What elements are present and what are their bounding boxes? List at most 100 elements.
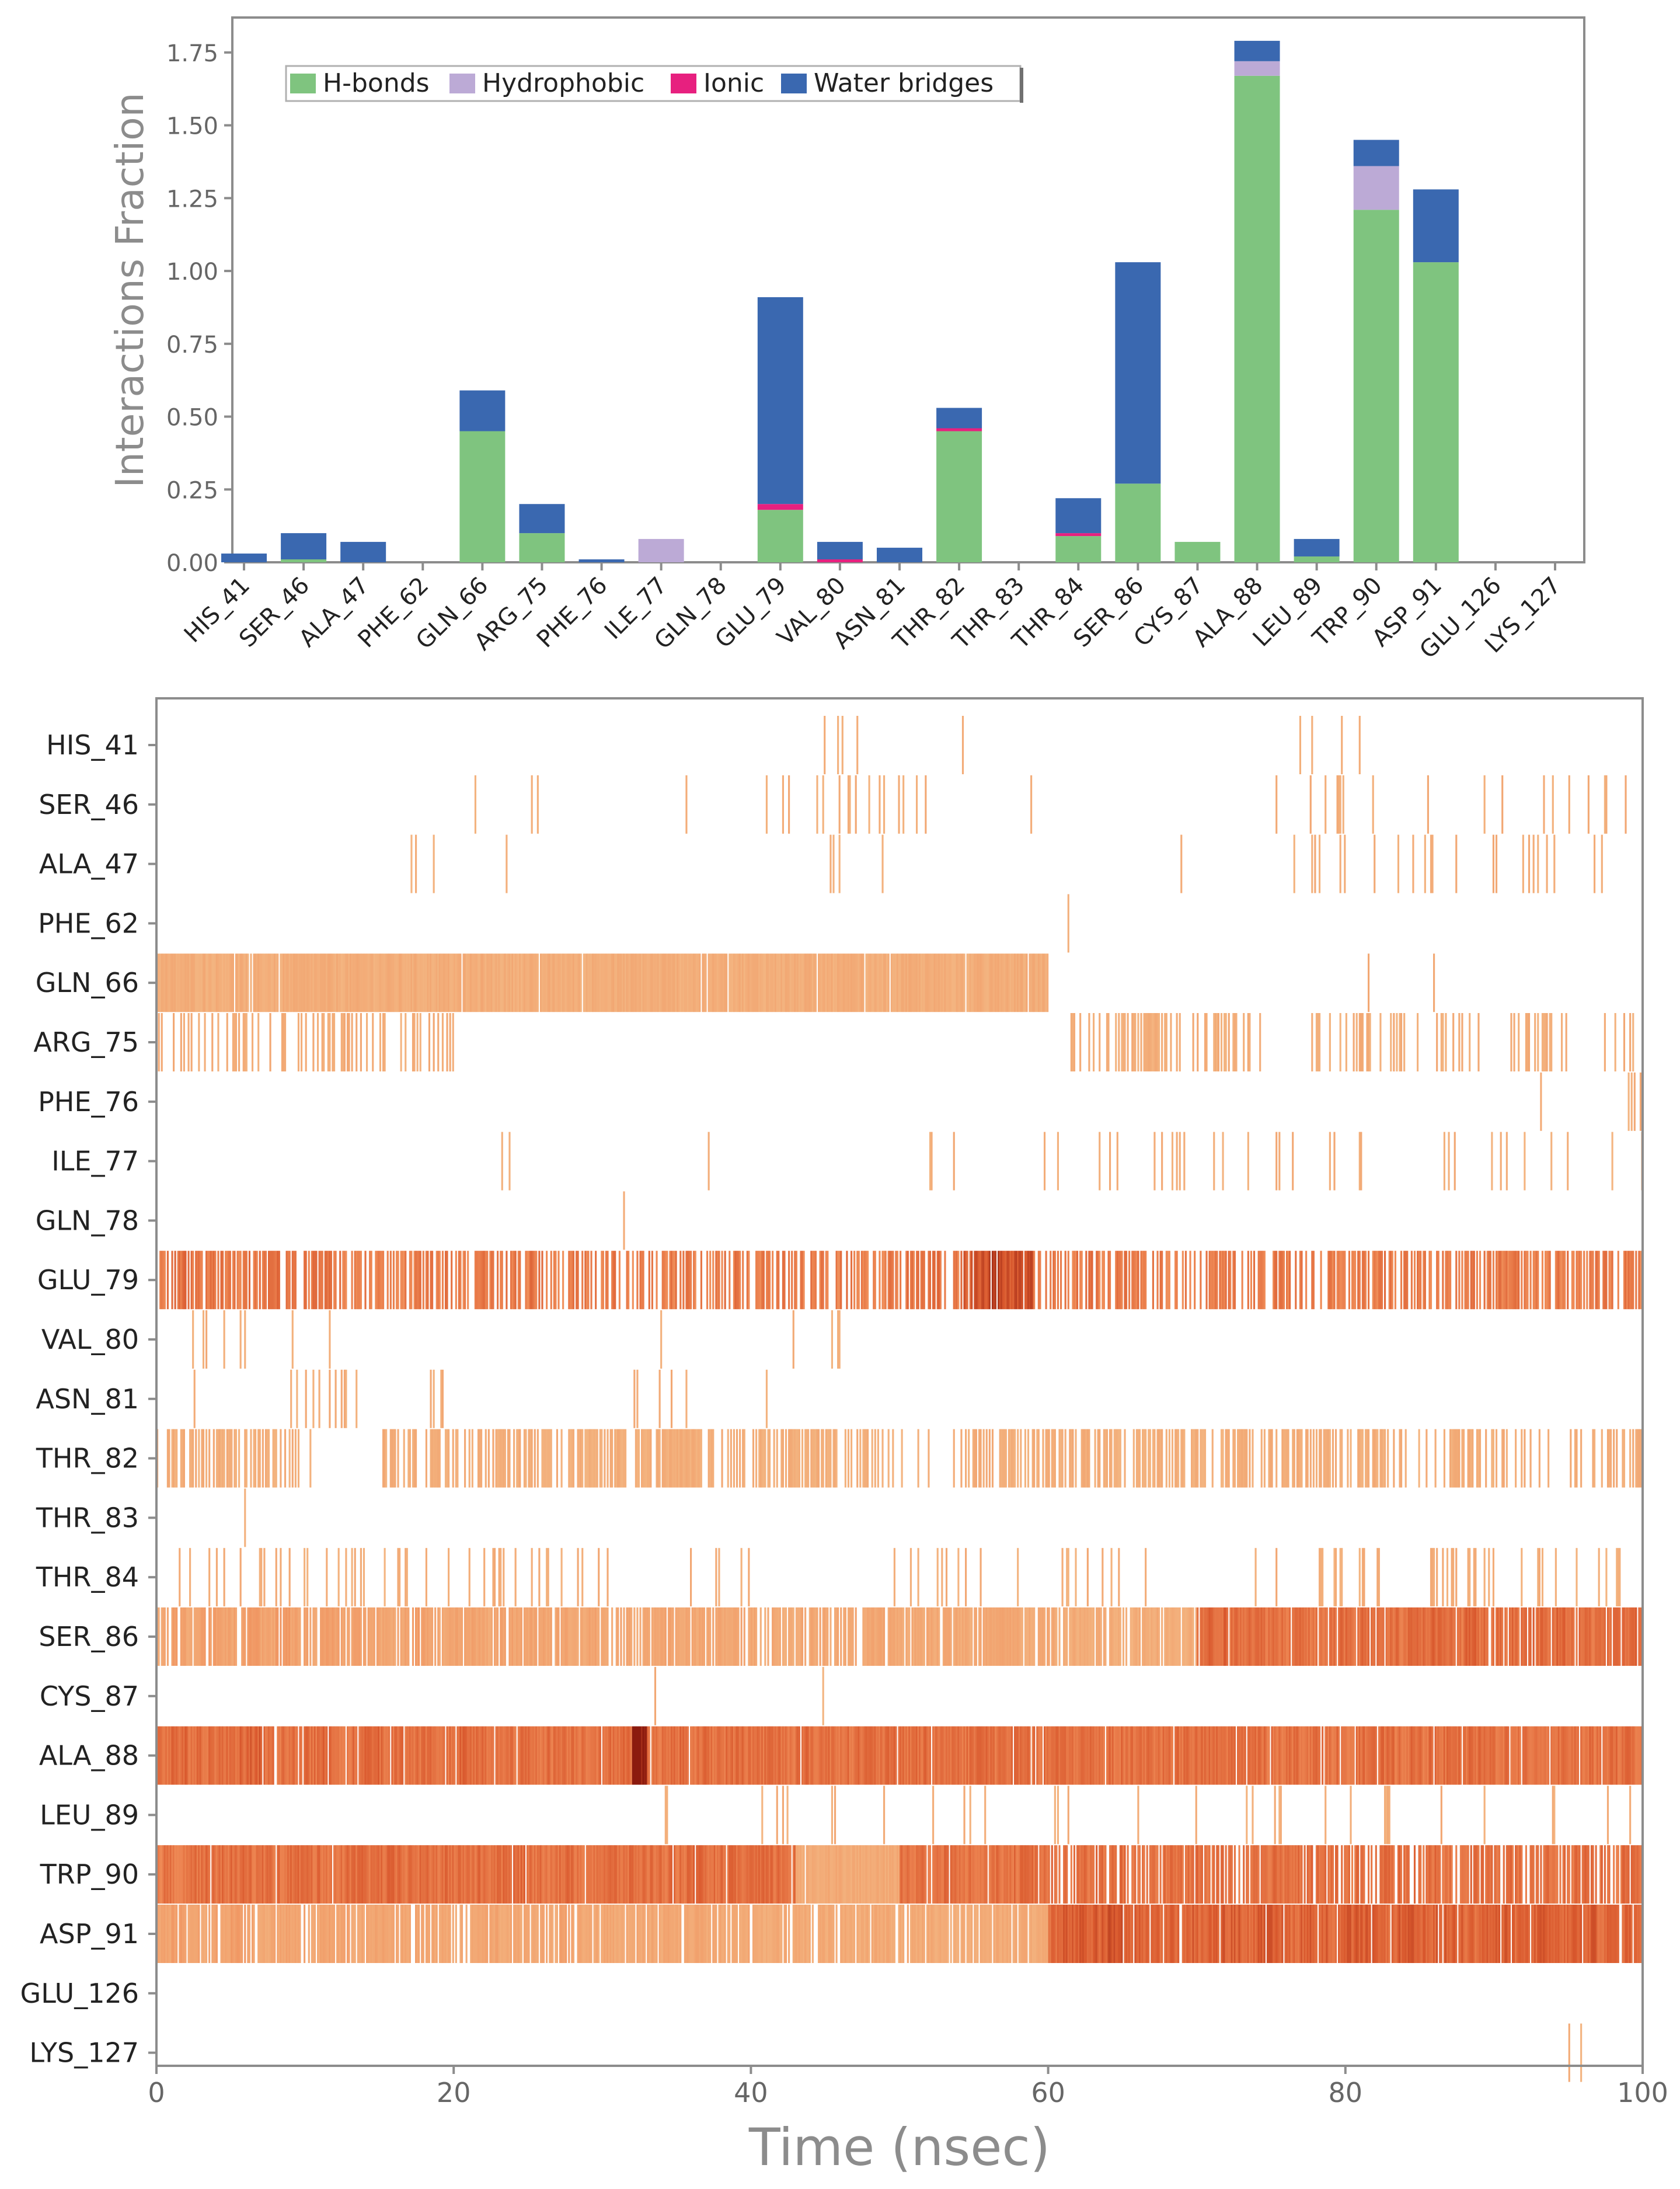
heatmap-contact-stripe <box>158 1013 160 1071</box>
heatmap-contact-stripe <box>1475 1548 1476 1606</box>
heatmap-contact-stripe <box>607 1548 608 1606</box>
heatmap-contact-stripe <box>1243 1845 1245 1903</box>
heatmap-contact-stripe <box>409 1429 411 1488</box>
heatmap-contact-stripe <box>1176 1013 1178 1071</box>
heatmap-contact-stripe <box>666 1251 668 1309</box>
heatmap-contact-stripe <box>459 1251 461 1309</box>
heatmap-contact-stripe <box>1127 1845 1129 1903</box>
heatmap-contact-stripe <box>879 775 880 834</box>
heatmap-contact-stripe <box>213 1429 215 1488</box>
heatmap-contact-stripe <box>832 835 834 893</box>
heatmap-contact-stripe <box>1041 1727 1043 1785</box>
heatmap-contact-stripe <box>1153 1429 1155 1488</box>
heatmap-contact-stripe <box>1341 1845 1343 1903</box>
heatmap-contact-stripe <box>319 1370 320 1428</box>
heatmap-contact-stripe <box>1197 1013 1198 1071</box>
heatmap-contact-stripe <box>555 1251 556 1309</box>
heatmap-contact-stripe <box>839 775 841 834</box>
heatmap-contact-stripe <box>1418 1429 1420 1488</box>
heatmap-contact-stripe <box>550 1429 552 1488</box>
heatmap-contact-stripe <box>1197 1429 1198 1488</box>
heatmap-contact-stripe <box>1344 835 1346 893</box>
heatmap-contact-stripe <box>338 1548 340 1606</box>
heatmap-contact-stripe <box>1073 1013 1075 1071</box>
heatmap-contact-stripe <box>739 1429 741 1488</box>
heatmap-contact-stripe <box>1344 1251 1346 1309</box>
heatmap-contact-stripe <box>1054 1786 1056 1844</box>
heatmap-contact-stripe <box>203 1310 204 1369</box>
heatmap-contact-stripe <box>1340 775 1341 834</box>
heatmap-contact-stripe <box>433 1370 435 1428</box>
heatmap-contact-stripe <box>628 1251 629 1309</box>
heatmap-contact-stripe <box>1510 1013 1512 1071</box>
heatmap-contact-stripe <box>980 1429 981 1488</box>
heatmap-contact-stripe <box>384 1013 386 1071</box>
heatmap-contact-stripe <box>953 1429 955 1488</box>
heatmap-contact-stripe <box>238 1013 240 1071</box>
heatmap-contact-stripe <box>837 716 839 774</box>
heatmap-contact-stripe <box>1503 1429 1505 1488</box>
heatmap-contact-stripe <box>1420 1845 1421 1903</box>
heatmap-contact-stripe <box>636 1251 638 1309</box>
heatmap-contact-stripe <box>1595 1845 1597 1903</box>
heatmap-contact-stripe <box>1463 1429 1465 1488</box>
heatmap-contact-stripe <box>849 775 851 834</box>
heatmap-contact-stripe <box>1387 1429 1389 1488</box>
heatmap-contact-stripe <box>1515 1429 1517 1488</box>
bar-segment-water-val-80 <box>817 542 863 559</box>
heatmap-contact-stripe <box>1368 953 1369 1012</box>
bar-segment-hbonds-gln-66 <box>459 431 505 562</box>
heatmap-contact-stripe <box>448 1548 449 1606</box>
heatmap-contact-stripe <box>184 1251 186 1309</box>
heatmap-contact-stripe <box>623 1607 625 1666</box>
heatmap-contact-stripe <box>1518 1607 1519 1666</box>
heatmap-contact-stripe <box>700 1251 702 1309</box>
heatmap-contact-stripe <box>372 1013 374 1071</box>
heatmap-contact-stripe <box>1343 775 1344 834</box>
heatmap-contact-stripe <box>1065 1251 1066 1309</box>
heatmap-contact-stripe <box>439 1429 441 1488</box>
heatmap-contact-stripe <box>443 1727 445 1785</box>
heatmap-contact-stripe <box>1079 1013 1081 1071</box>
heatmap-contact-stripe <box>1484 1548 1486 1606</box>
heatmap-contact-stripe <box>1588 1845 1590 1903</box>
heatmap-contact-stripe <box>501 1132 503 1191</box>
heatmap-contact-stripe <box>208 1429 210 1488</box>
heatmap-contact-stripe <box>304 1548 305 1606</box>
heatmap-contact-stripe <box>204 1607 205 1666</box>
heatmap-contact-stripe <box>1139 1429 1141 1488</box>
heatmap-contact-stripe <box>1275 775 1277 834</box>
heatmap-contact-stripe <box>1601 1845 1603 1903</box>
heatmap-contact-stripe <box>1518 1013 1519 1071</box>
heatmap-contact-stripe <box>928 1429 929 1488</box>
heatmap-contact-stripe <box>643 1251 644 1309</box>
heatmap-contact-stripe <box>1120 1429 1121 1488</box>
heatmap-contact-stripe <box>1392 1251 1393 1309</box>
heatmap-contact-stripe <box>397 1607 399 1666</box>
heatmap-contact-stripe <box>1553 835 1555 893</box>
heatmap-contact-stripe <box>671 1370 672 1428</box>
heatmap-contact-stripe <box>1127 1013 1129 1071</box>
heatmap-contact-stripe <box>822 1667 824 1725</box>
heatmap-contact-stripe <box>537 953 539 1012</box>
heatmap-contact-stripe <box>382 1251 384 1309</box>
heatmap-contact-stripe <box>326 1548 327 1606</box>
heatmap-contact-stripe <box>598 1607 599 1666</box>
heatmap-contact-stripe <box>1128 1251 1130 1309</box>
heatmap-contact-stripe <box>829 835 831 893</box>
heatmap-contact-stripe <box>1493 1251 1494 1309</box>
heatmap-contact-stripe <box>957 1251 959 1309</box>
heatmap-contact-stripe <box>1569 775 1570 834</box>
heatmap-contact-stripe <box>1458 1013 1460 1071</box>
heatmap-contact-stripe <box>195 1429 197 1488</box>
heatmap-contact-stripe <box>1193 1607 1194 1666</box>
heatmap-contact-stripe <box>1537 1845 1539 1903</box>
heatmap-contact-stripe <box>1179 1132 1181 1191</box>
heatmap-contact-stripe <box>960 1251 962 1309</box>
heatmap-contact-stripe <box>538 1251 540 1309</box>
heatmap-contact-stripe <box>855 1607 857 1666</box>
heatmap-contact-stripe <box>1226 1607 1228 1666</box>
heatmap-contact-stripe <box>437 1013 439 1071</box>
heatmap-contact-stripe <box>330 1251 332 1309</box>
heatmap-contact-stripe <box>1172 1132 1173 1191</box>
